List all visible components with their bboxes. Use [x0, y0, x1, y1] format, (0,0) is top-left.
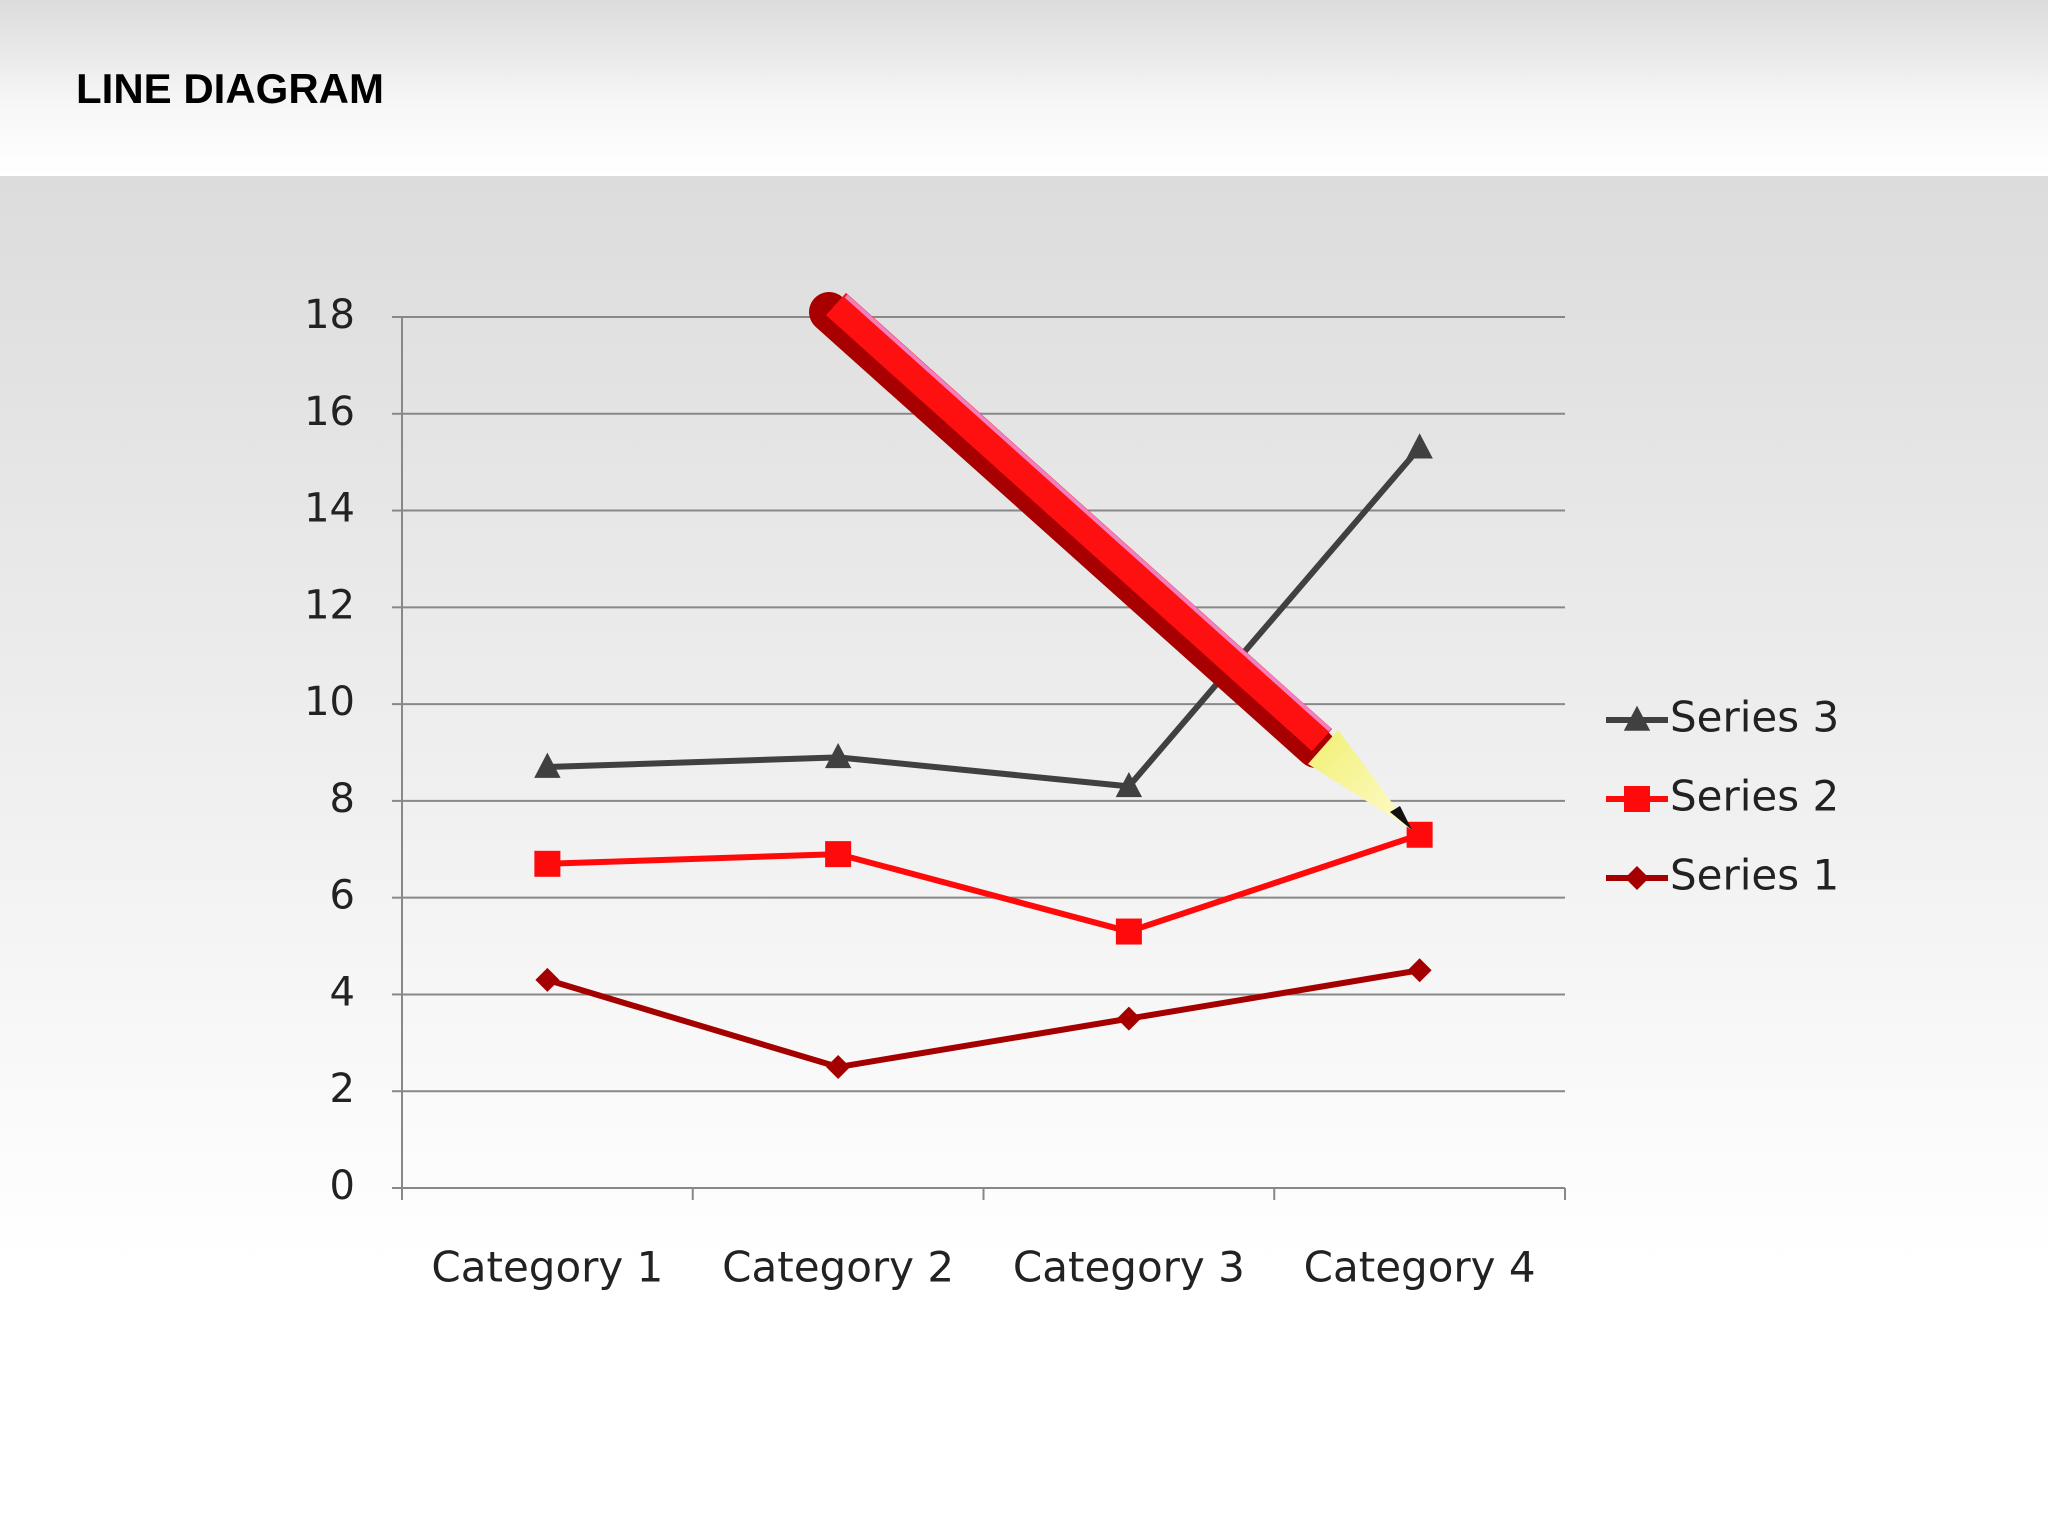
- data-point: [535, 967, 560, 992]
- title: LINE DIAGRAM: [76, 65, 384, 112]
- y-tick-label: 16: [304, 389, 355, 435]
- pencil-decoration: [809, 292, 1412, 830]
- y-tick-label: 18: [304, 292, 355, 338]
- plot: 0 2 4 6 8 10 12 14 16 18 Category 1 Category 2 Categ…: [304, 292, 1839, 1292]
- data-point: [1115, 771, 1143, 798]
- pencil-tip: [1308, 730, 1412, 830]
- legend-label: Series 2: [1670, 772, 1839, 821]
- legend-swatch-marker: [1623, 705, 1651, 731]
- body-band: [0, 176, 2048, 1536]
- y-tick-label: 2: [330, 1066, 355, 1112]
- series-line: [547, 445, 1422, 790]
- y-tick-label: 4: [330, 969, 355, 1015]
- series-line: [547, 831, 1421, 935]
- pencil-edge: [844, 294, 1332, 732]
- data-point: [1115, 918, 1142, 945]
- pencil-lead: [1390, 806, 1412, 830]
- y-tick-label: 10: [304, 679, 355, 725]
- data-point: [1407, 958, 1432, 983]
- header-band: [0, 0, 2048, 176]
- x-tick-label: Category 1: [431, 1243, 663, 1292]
- data-point: [534, 752, 561, 778]
- y-tick-label: 0: [330, 1163, 355, 1209]
- legend-swatch-marker: [1625, 866, 1649, 890]
- x-tick-label: Category 4: [1304, 1243, 1536, 1292]
- y-tick-label: 12: [304, 582, 355, 628]
- series-line: [546, 967, 1421, 1071]
- legend-label: Series 3: [1670, 693, 1839, 742]
- legend-label: Series 1: [1670, 851, 1839, 900]
- y-tick-label: 14: [304, 486, 355, 532]
- data-point: [1116, 1006, 1141, 1031]
- x-tick-label: Category 3: [1013, 1243, 1245, 1292]
- data-point: [1406, 821, 1433, 848]
- data-point: [534, 850, 561, 877]
- pencil-body: [825, 292, 1333, 752]
- legend-swatch-marker: [1624, 786, 1650, 812]
- x-tick-label: Category 2: [722, 1243, 954, 1292]
- data-point: [825, 841, 852, 868]
- data-point: [826, 1055, 851, 1080]
- y-tick-label: 8: [330, 776, 355, 822]
- data-point: [1406, 433, 1433, 459]
- y-tick-label: 6: [330, 873, 355, 919]
- data-point: [824, 742, 852, 769]
